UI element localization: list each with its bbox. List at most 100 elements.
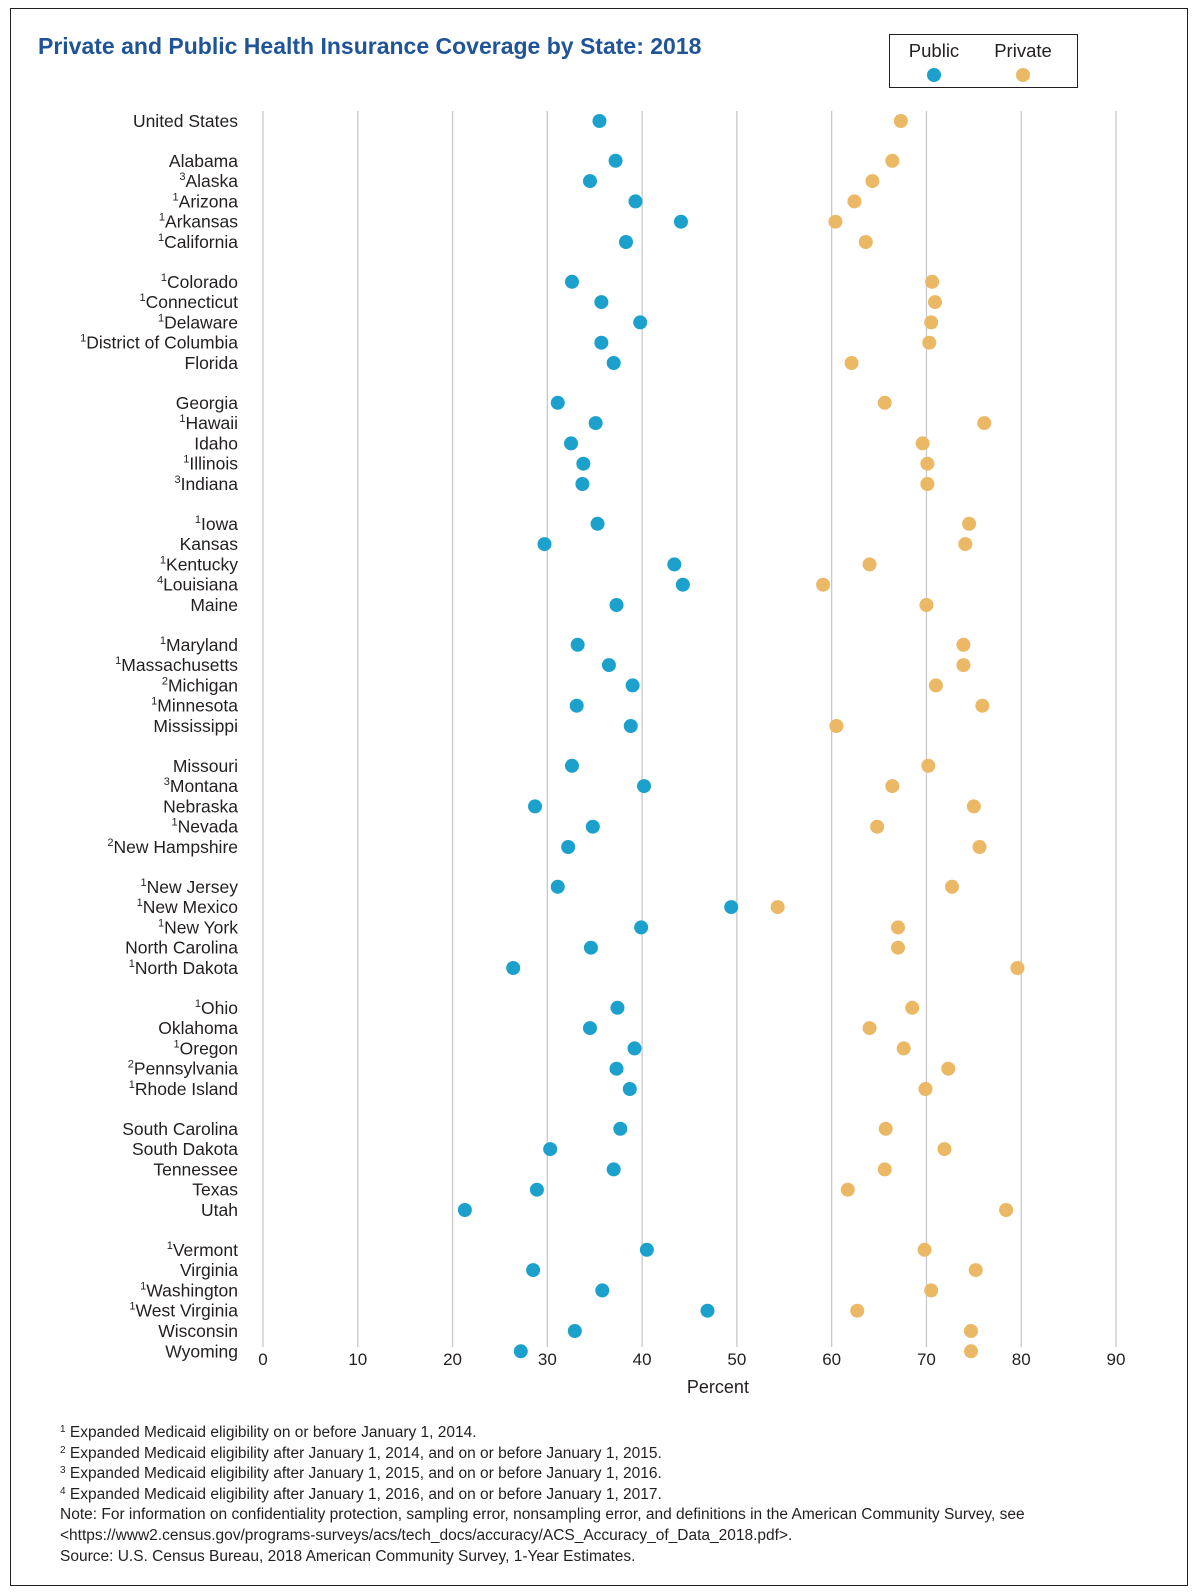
state-row: Maine xyxy=(190,595,934,615)
public-dot xyxy=(606,1162,621,1177)
state-name: Alaska xyxy=(185,171,238,191)
state-row: Georgia xyxy=(176,393,892,413)
footnote-marker: 1 xyxy=(183,454,189,466)
x-tick-label: 50 xyxy=(727,1350,746,1369)
state-name: Colorado xyxy=(167,272,238,292)
state-name: Pennsylvania xyxy=(134,1059,238,1079)
public-dot xyxy=(576,456,591,471)
footnote-marker: 1 xyxy=(151,696,157,708)
private-dot xyxy=(885,153,900,168)
footnote-marker: 4 xyxy=(157,575,163,587)
footnote-marker: 1 xyxy=(129,958,135,970)
public-dot xyxy=(639,1242,654,1257)
private-dot xyxy=(925,274,940,289)
public-dot xyxy=(588,416,603,431)
state-label: 1Vermont xyxy=(167,1240,238,1260)
state-label: Utah xyxy=(201,1200,238,1220)
state-row: 1Arkansas xyxy=(159,212,843,232)
public-dot xyxy=(529,1182,544,1197)
state-label: 3Indiana xyxy=(174,474,238,494)
private-dot xyxy=(858,235,873,249)
footnote-marker: 1 xyxy=(161,272,167,284)
state-name: Illinois xyxy=(189,454,238,474)
footnote-marker: 2 xyxy=(162,675,168,687)
public-dot xyxy=(633,315,648,330)
state-row: 2Michigan xyxy=(162,675,943,695)
private-dot xyxy=(958,537,973,552)
state-label: 1Maryland xyxy=(160,635,238,655)
x-tick-label: 10 xyxy=(348,1350,367,1369)
state-label: 1California xyxy=(158,232,238,252)
public-dot xyxy=(543,1142,558,1157)
footnote-marker: 1 xyxy=(139,292,145,304)
private-dot xyxy=(844,356,859,370)
state-label: 3Alaska xyxy=(179,171,238,191)
public-dot xyxy=(700,1303,715,1318)
state-row: Oklahoma xyxy=(158,1018,877,1038)
state-name: Washington xyxy=(146,1280,238,1300)
private-dot xyxy=(975,698,990,713)
state-label: 1Kentucky xyxy=(160,554,238,574)
footnote-marker: 1 xyxy=(80,333,86,345)
state-name: Maryland xyxy=(166,635,238,655)
state-row: 1Colorado xyxy=(161,272,940,292)
state-label: Oklahoma xyxy=(158,1018,238,1038)
footnote-marker: 1 xyxy=(195,514,201,526)
private-dot xyxy=(893,114,908,128)
state-name: New Mexico xyxy=(143,897,238,917)
private-dot xyxy=(862,1021,877,1036)
state-row: Wyoming xyxy=(165,1341,978,1361)
private-dot xyxy=(865,174,880,189)
private-dot xyxy=(956,658,971,673)
state-label: South Carolina xyxy=(122,1119,238,1139)
public-dot xyxy=(564,758,579,773)
state-label: Texas xyxy=(192,1180,238,1200)
public-dot xyxy=(564,274,579,289)
state-label: Tennessee xyxy=(153,1159,238,1179)
state-row: 1California xyxy=(158,232,873,252)
state-row: 1North Dakota xyxy=(129,958,1025,978)
state-row: 1Vermont xyxy=(167,1240,932,1260)
private-dot xyxy=(966,799,981,814)
footnote-marker: 1 xyxy=(158,917,164,929)
state-label: 2New Hampshire xyxy=(107,837,238,857)
state-row: Missouri xyxy=(173,756,936,776)
state-label: Georgia xyxy=(176,393,239,413)
state-label: 1Arkansas xyxy=(159,212,238,232)
footnote-marker: 2 xyxy=(107,837,113,849)
state-row: 1Washington xyxy=(140,1280,939,1300)
x-tick-label: 90 xyxy=(1107,1350,1126,1369)
public-dot xyxy=(667,557,682,572)
state-label: Virginia xyxy=(180,1260,238,1280)
state-row: Texas xyxy=(192,1180,855,1200)
footnote-marker: 3 xyxy=(164,776,170,788)
public-dot xyxy=(570,637,585,652)
state-label: 2Michigan xyxy=(162,675,238,695)
private-dot xyxy=(829,719,844,733)
private-dot xyxy=(885,779,900,794)
public-dot xyxy=(592,114,607,128)
public-dot xyxy=(618,235,633,249)
state-name: District of Columbia xyxy=(86,333,238,353)
state-name: Nevada xyxy=(178,817,239,837)
state-row: 1Maryland xyxy=(160,635,971,655)
state-row: Wisconsin xyxy=(158,1321,978,1341)
public-dot xyxy=(613,1121,628,1136)
state-row: Virginia xyxy=(180,1260,983,1280)
public-dot xyxy=(608,153,623,168)
state-name: Connecticut xyxy=(146,292,239,312)
state-label: Nebraska xyxy=(163,796,238,816)
state-label: 1Arizona xyxy=(173,191,239,211)
state-row: 1Connecticut xyxy=(139,292,942,312)
private-dot xyxy=(920,477,935,491)
private-dot xyxy=(891,920,906,935)
state-label: North Carolina xyxy=(125,938,238,958)
state-row: South Dakota xyxy=(132,1139,952,1159)
private-dot xyxy=(828,214,843,229)
state-name: Rhode Island xyxy=(135,1079,238,1099)
state-label: 1Hawaii xyxy=(179,413,238,433)
state-label: 1Rhode Island xyxy=(129,1079,238,1099)
private-dot xyxy=(924,1283,939,1298)
private-dot xyxy=(937,1142,952,1157)
state-row: North Carolina xyxy=(125,938,906,958)
